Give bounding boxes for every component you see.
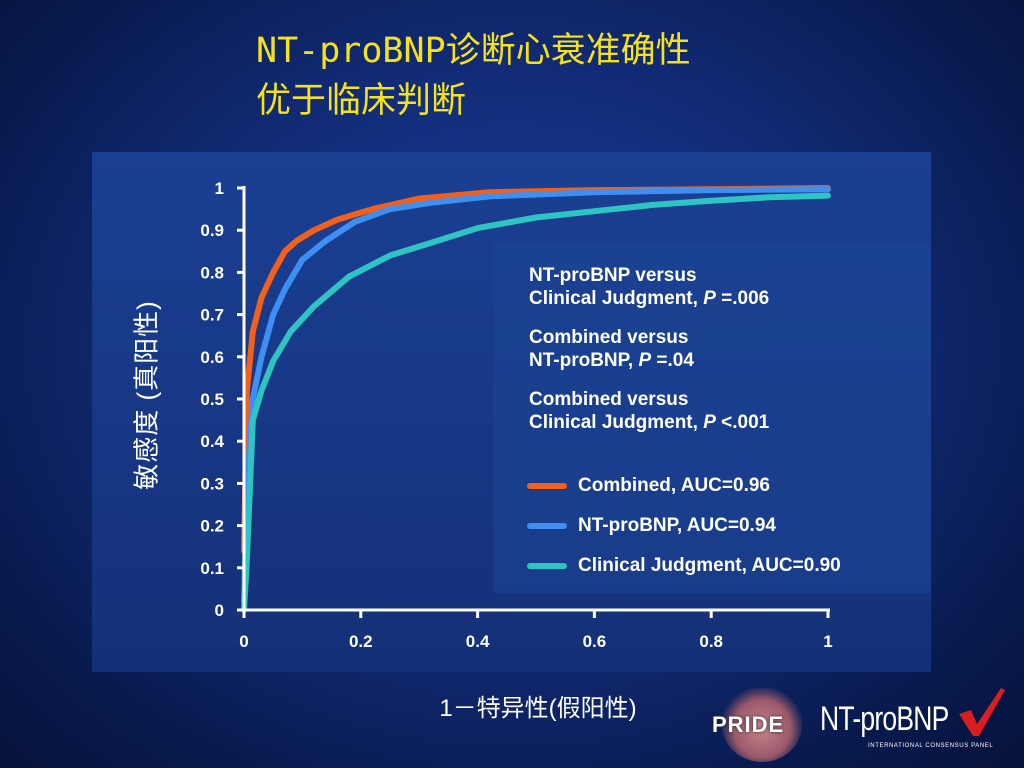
y-tick-label: 1 — [215, 179, 224, 198]
checkmark-logo-icon — [959, 688, 1005, 736]
annotation-line: NT-proBNP versus — [529, 265, 697, 286]
legend-label-clinical: Clinical Judgment, AUC=0.90 — [578, 555, 841, 576]
legend-label-combined: Combined, AUC=0.96 — [578, 475, 770, 496]
slide-title: NT-proBNP诊断心衰准确性 优于临床判断 — [256, 26, 691, 126]
slide-title-line1: NT-proBNP诊断心衰准确性 — [256, 31, 691, 71]
series-line-1 — [241, 186, 831, 605]
annotation-line: Clinical Judgment, P =.006 — [529, 288, 770, 309]
pride-logo: PRIDE — [712, 712, 785, 737]
annotation-line: Clinical Judgment, P <.001 — [529, 412, 770, 433]
legend-panel — [493, 243, 931, 593]
annotation-combined-vs-clinical: Combined versus Clinical Judgment, P <.0… — [529, 388, 769, 434]
x-tick-label: 1 — [823, 632, 832, 651]
ntprobnp-logo: NT-proBNP — [820, 700, 949, 738]
x-tick-label: 0.4 — [466, 632, 490, 651]
y-tick-label: 0.9 — [200, 221, 224, 240]
legend-item-clinical: Clinical Judgment, AUC=0.90 — [527, 546, 841, 586]
legend-item-combined: Combined, AUC=0.96 — [527, 466, 841, 506]
x-axis-label: 1－特异性(假阳性) — [439, 695, 637, 722]
chart-legend: Combined, AUC=0.96 NT-proBNP, AUC=0.94 C… — [527, 466, 841, 586]
heart-logo-icon — [722, 688, 802, 762]
y-tick-label: 0.3 — [200, 474, 224, 493]
x-tick-label: 0.8 — [699, 632, 723, 651]
y-tick-label: 0.6 — [200, 348, 224, 367]
slide-title-line2: 优于临床判断 — [256, 81, 467, 121]
annotation-line: Combined versus — [529, 327, 689, 348]
legend-swatch-combined — [527, 483, 567, 489]
x-tick-label: 0.2 — [349, 632, 373, 651]
annotation-line: Combined versus — [529, 389, 689, 410]
consensus-panel-logo-text: INTERNATIONAL CONSENSUS PANEL — [868, 743, 994, 749]
y-tick-label: 0 — [215, 601, 224, 620]
legend-swatch-clinical — [527, 563, 567, 569]
annotation-ntprobnp-vs-clinical: NT-proBNP versus Clinical Judgment, P =.… — [529, 264, 769, 310]
y-tick-label: 0.1 — [200, 559, 224, 578]
y-tick-label: 0.8 — [200, 263, 224, 282]
legend-item-ntprobnp: NT-proBNP, AUC=0.94 — [527, 506, 841, 546]
y-tick-label: 0.7 — [200, 306, 224, 325]
annotation-line: NT-proBNP, P =.04 — [529, 350, 694, 371]
annotation-combined-vs-ntprobnp: Combined versus NT-proBNP, P =.04 — [529, 326, 694, 372]
x-tick-label: 0 — [239, 632, 248, 651]
y-tick-label: 0.4 — [200, 432, 224, 451]
y-tick-label: 0.5 — [200, 390, 224, 409]
y-tick-label: 0.2 — [200, 517, 224, 536]
legend-label-ntprobnp: NT-proBNP, AUC=0.94 — [578, 515, 776, 536]
x-tick-label: 0.6 — [583, 632, 607, 651]
y-axis-label: 敏感度 (真阳性) — [131, 300, 162, 490]
series-line-2 — [241, 192, 831, 613]
legend-swatch-ntprobnp — [527, 523, 567, 529]
